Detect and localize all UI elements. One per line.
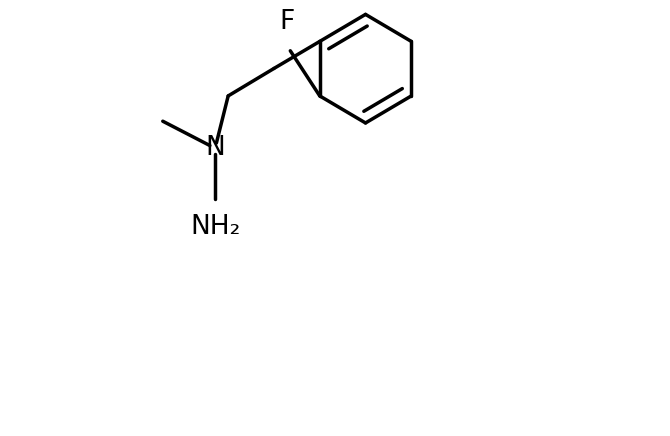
Text: N: N bbox=[205, 135, 225, 161]
Text: NH₂: NH₂ bbox=[190, 214, 241, 240]
Text: F: F bbox=[279, 9, 295, 35]
